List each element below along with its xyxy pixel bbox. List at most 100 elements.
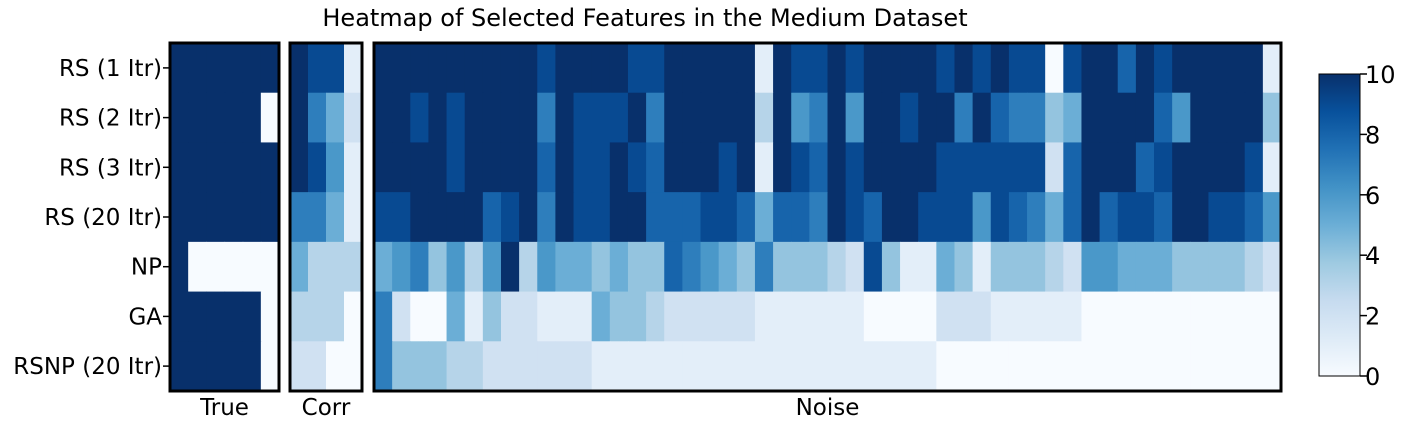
heatmap-cell xyxy=(206,43,226,94)
heatmap-cell xyxy=(446,92,466,144)
heatmap-cell xyxy=(827,142,847,193)
heatmap-cell xyxy=(627,43,647,94)
heatmap-cell xyxy=(627,92,647,144)
heatmap-cell xyxy=(242,241,262,293)
heatmap-cell xyxy=(682,241,702,293)
heatmap-cell xyxy=(863,192,883,243)
heatmap-cell xyxy=(700,92,720,144)
heatmap-cell xyxy=(392,142,411,193)
heatmap-cell xyxy=(1027,43,1046,94)
heatmap-cell xyxy=(791,291,810,342)
heatmap-cell xyxy=(206,291,226,342)
heatmap-cell xyxy=(537,192,556,243)
heatmap-cell xyxy=(308,43,327,94)
heatmap-cell xyxy=(936,142,956,193)
heatmap-cell xyxy=(773,43,792,94)
heatmap-cell xyxy=(519,142,538,193)
heatmap-cell xyxy=(1117,241,1137,293)
heatmap-cell xyxy=(1099,341,1119,392)
heatmap-cell xyxy=(170,241,189,293)
heatmap-cell xyxy=(344,192,363,243)
heatmap-cell xyxy=(1081,43,1101,94)
colorbar-gradient xyxy=(1318,73,1361,377)
heatmap-cell xyxy=(972,92,992,144)
heatmap-cell xyxy=(224,341,244,392)
heatmap-cell xyxy=(1008,43,1028,94)
heatmap-cell xyxy=(863,43,883,94)
heatmap-cell xyxy=(1135,92,1155,144)
heatmap-cell xyxy=(1027,142,1046,193)
heatmap-cell xyxy=(863,291,883,342)
heatmap-cell xyxy=(773,142,792,193)
heatmap-cell xyxy=(1262,43,1282,94)
heatmap-cell xyxy=(1226,43,1246,94)
heatmap-cell xyxy=(809,192,829,243)
heatmap-cell xyxy=(664,291,683,342)
heatmap-cell xyxy=(990,341,1010,392)
heatmap-cell xyxy=(326,291,345,342)
heatmap-cell xyxy=(290,43,309,94)
heatmap-cell xyxy=(1244,241,1264,293)
heatmap-cell xyxy=(1063,92,1083,144)
heatmap-cell xyxy=(609,241,629,293)
heatmap-cell xyxy=(1135,192,1155,243)
heatmap-cell xyxy=(881,192,901,243)
heatmap-cell xyxy=(290,92,309,144)
heatmap-cell xyxy=(260,341,280,392)
heatmap-cell xyxy=(326,241,345,293)
heatmap-cell xyxy=(718,192,738,243)
heatmap-cell xyxy=(736,92,756,144)
heatmap-cell xyxy=(344,43,363,94)
heatmap-cell xyxy=(1045,192,1064,243)
heatmap-cell xyxy=(827,192,847,243)
heatmap-cell xyxy=(573,92,593,144)
heatmap-cell xyxy=(646,341,665,392)
heatmap-cell xyxy=(326,92,345,144)
heatmap-cell xyxy=(1208,341,1228,392)
heatmap-cell xyxy=(1008,142,1028,193)
heatmap-cell xyxy=(972,341,992,392)
heatmap-cell xyxy=(646,291,665,342)
heatmap-cell xyxy=(990,291,1010,342)
heatmap-cell xyxy=(718,341,738,392)
heatmap-cell xyxy=(410,341,430,392)
heatmap-cell xyxy=(845,192,865,243)
heatmap-cell xyxy=(428,43,448,94)
heatmap-cell xyxy=(791,241,810,293)
heatmap-cell xyxy=(990,92,1010,144)
heatmap-cell xyxy=(260,291,280,342)
heatmap-cell xyxy=(1172,142,1191,193)
heatmap-cell xyxy=(845,241,865,293)
heatmap-cell xyxy=(1190,341,1210,392)
heatmap-cell xyxy=(500,241,520,293)
heatmap-cell xyxy=(464,192,484,243)
heatmap-cell xyxy=(954,241,974,293)
heatmap-cell xyxy=(1063,241,1083,293)
heatmap-cell xyxy=(446,241,466,293)
heatmap-cell xyxy=(1008,192,1028,243)
heatmap-cell xyxy=(1135,43,1155,94)
panel-label-true: True xyxy=(199,395,249,421)
heatmap-cell xyxy=(344,142,363,193)
heatmap-cell xyxy=(188,142,207,193)
heatmap-cell xyxy=(700,43,720,94)
heatmap-cell xyxy=(326,192,345,243)
heatmap-cell xyxy=(446,341,466,392)
heatmap-cell xyxy=(374,291,393,342)
heatmap-cell xyxy=(428,92,448,144)
heatmap-cell xyxy=(1244,192,1264,243)
heatmap-cell xyxy=(1154,43,1173,94)
row-label: NP xyxy=(131,255,162,281)
heatmap-cell xyxy=(170,142,189,193)
heatmap-cell xyxy=(918,142,937,193)
heatmap-cell xyxy=(206,142,226,193)
heatmap-cell xyxy=(918,341,937,392)
heatmap-cell xyxy=(682,43,702,94)
heatmap-cell xyxy=(344,291,363,342)
heatmap-cell xyxy=(609,142,629,193)
colorbar-tick-label: 2 xyxy=(1365,303,1380,331)
heatmap-cell xyxy=(1244,92,1264,144)
heatmap-cell xyxy=(410,241,430,293)
heatmap-cell xyxy=(627,291,647,342)
heatmap-cell xyxy=(170,291,189,342)
